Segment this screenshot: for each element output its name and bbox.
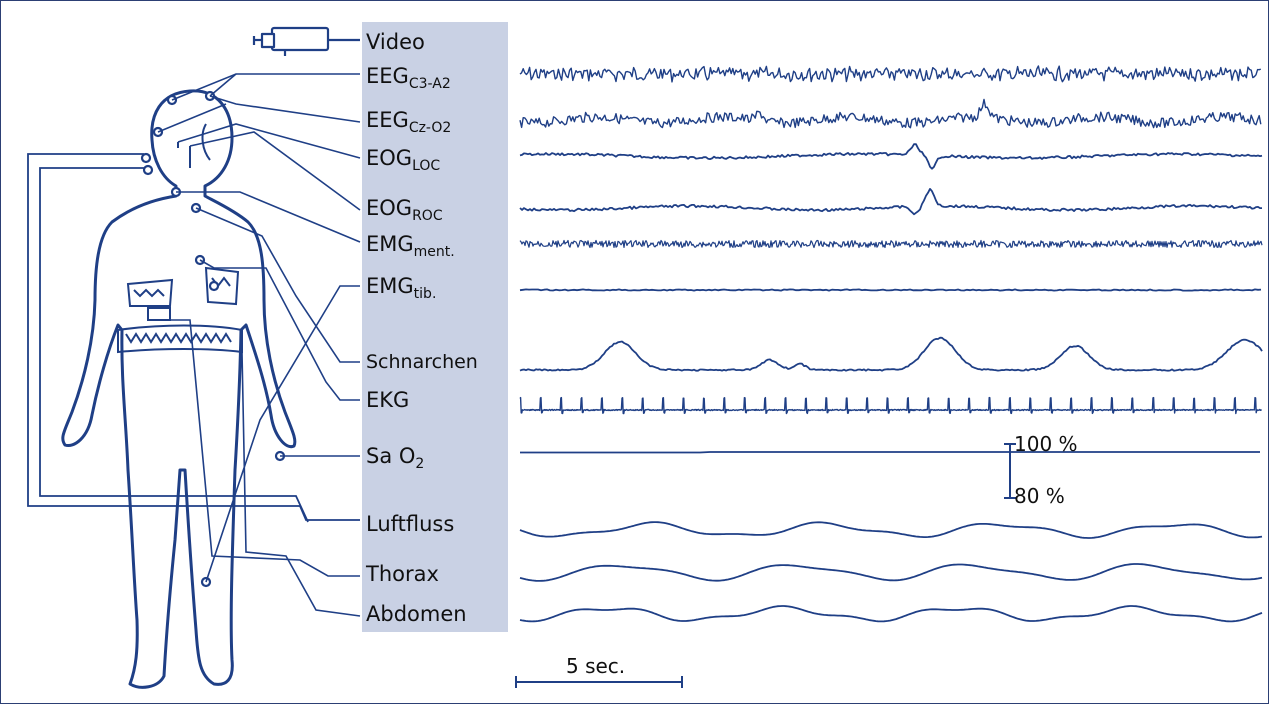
label-ekg: EKG <box>366 388 410 412</box>
label-video: Video <box>366 30 425 54</box>
label-eog-loc: EOGLOC <box>366 146 441 174</box>
trace-luftfluss <box>519 521 1263 539</box>
timescale-label: 5 sec. <box>566 654 626 678</box>
patient-body-outline <box>61 89 297 689</box>
label-sao2: Sa O2 <box>366 444 425 472</box>
trace-eog-roc <box>519 188 1262 216</box>
trace-eeg-c3-a2 <box>519 65 1262 83</box>
trace-abdomen <box>519 605 1263 623</box>
sao2-80-label: 80 % <box>1014 484 1065 508</box>
trace-thorax <box>519 563 1263 582</box>
timescale-bar <box>515 676 683 688</box>
video-camera-icon <box>252 26 360 56</box>
trace-eeg-cz-o2 <box>519 98 1262 129</box>
label-eog-roc: EOGROC <box>366 196 443 224</box>
sao2-100-label: 100 % <box>1014 432 1078 456</box>
label-emg-ment: EMGment. <box>366 232 455 260</box>
left-wiring <box>27 153 360 523</box>
trace-schnarchen <box>519 336 1263 372</box>
label-luftfluss: Luftfluss <box>366 512 455 536</box>
label-eeg-c3-a2: EEGC3-A2 <box>366 64 451 92</box>
trace-emg-ment <box>519 239 1263 249</box>
trace-ekg <box>519 396 1262 415</box>
label-schnarchen: Schnarchen <box>366 351 478 373</box>
trace-emg-tib <box>519 288 1262 292</box>
label-emg-tib: EMGtib. <box>366 274 437 302</box>
label-abdomen: Abdomen <box>366 602 467 626</box>
trace-eog-loc <box>519 143 1263 170</box>
label-eeg-cz-o2: EEGCz-O2 <box>366 108 452 136</box>
sao2-scale-bar <box>1004 443 1016 499</box>
label-panel <box>362 22 508 632</box>
traces <box>519 65 1263 623</box>
trace-sao2 <box>520 451 1260 454</box>
label-thorax: Thorax <box>366 562 439 586</box>
leader-lines <box>157 73 361 617</box>
